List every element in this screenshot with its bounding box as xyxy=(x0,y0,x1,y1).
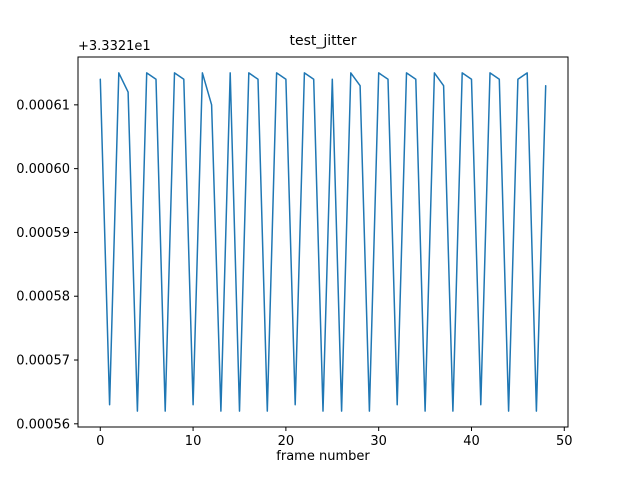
x-tick-label: 40 xyxy=(463,434,480,449)
x-axis-label: frame number xyxy=(276,449,370,464)
x-tick-label: 0 xyxy=(96,434,104,449)
x-tick-label: 50 xyxy=(556,434,573,449)
y-tick-label: 0.00058 xyxy=(16,290,70,305)
y-axis-offset-label: +3.3321e1 xyxy=(78,39,151,54)
y-tick-label: 0.00057 xyxy=(16,354,70,369)
y-tick-label: 0.00061 xyxy=(16,98,70,113)
chart-title: test_jitter xyxy=(289,33,357,49)
x-tick-label: 10 xyxy=(185,434,202,449)
x-tick-label: 20 xyxy=(278,434,295,449)
data-line-series xyxy=(99,72,547,412)
y-tick-label: 0.00056 xyxy=(16,417,70,432)
axes-frame xyxy=(77,56,569,428)
x-tick-label: 30 xyxy=(370,434,387,449)
y-tick-label: 0.00059 xyxy=(16,226,70,241)
y-tick-label: 0.00060 xyxy=(16,162,70,177)
